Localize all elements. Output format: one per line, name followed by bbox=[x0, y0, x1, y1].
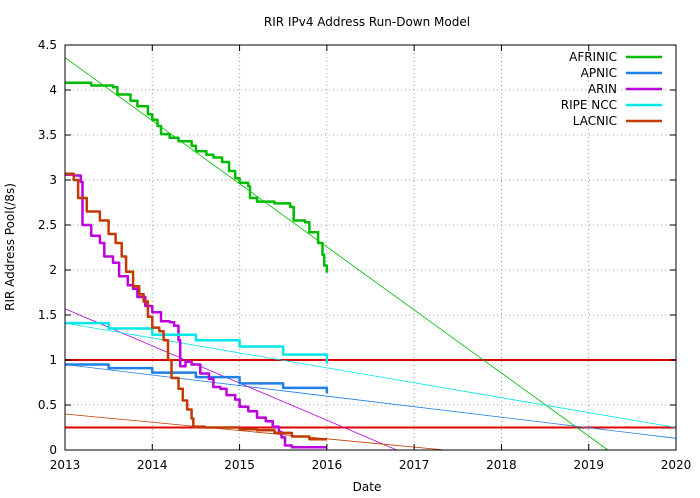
y-tick-label: 0.5 bbox=[38, 398, 57, 412]
y-tick-label: 0 bbox=[49, 443, 57, 457]
apnic-trend-line bbox=[64, 364, 677, 439]
x-tick-label: 2014 bbox=[137, 458, 168, 472]
arin-series-line bbox=[65, 173, 327, 449]
y-tick-label: 3 bbox=[49, 173, 57, 187]
y-tick-label: 2 bbox=[49, 263, 57, 277]
legend-label-apnic: APNIC bbox=[581, 66, 617, 80]
afrinic-series-line bbox=[65, 81, 329, 273]
y-tick-label: 4.5 bbox=[38, 38, 57, 52]
chart-title: RIR IPv4 Address Run-Down Model bbox=[264, 15, 470, 29]
x-tick-label: 2016 bbox=[312, 458, 343, 472]
legend-label-afrinic: AFRINIC bbox=[569, 50, 617, 64]
x-axis-label: Date bbox=[353, 480, 382, 494]
afrinic-trend-line bbox=[64, 57, 609, 451]
threshold-lines bbox=[65, 359, 676, 429]
y-tick-label: 4 bbox=[49, 83, 57, 97]
y-axis-ticks: 0 0.5 1 1.5 2 2.5 3 3.5 4 4.5 bbox=[38, 38, 676, 457]
y-tick-label: 1 bbox=[49, 353, 57, 367]
ripe-ncc-series-line bbox=[65, 321, 329, 364]
lacnic-series-line bbox=[65, 172, 327, 441]
legend-label-lacnic: LACNIC bbox=[573, 114, 617, 128]
x-tick-label: 2013 bbox=[50, 458, 81, 472]
lacnic-trend-line bbox=[64, 413, 445, 451]
legend: AFRINIC APNIC ARIN RIPE NCC LACNIC bbox=[561, 50, 662, 128]
y-tick-label: 1.5 bbox=[38, 308, 57, 322]
x-tick-label: 2015 bbox=[224, 458, 255, 472]
legend-label-ripe-ncc: RIPE NCC bbox=[561, 98, 617, 112]
legend-label-arin: ARIN bbox=[588, 82, 617, 96]
y-tick-label: 2.5 bbox=[38, 218, 57, 232]
x-tick-label: 2018 bbox=[486, 458, 517, 472]
x-tick-label: 2019 bbox=[573, 458, 604, 472]
x-tick-label: 2020 bbox=[661, 458, 692, 472]
x-tick-label: 2017 bbox=[399, 458, 430, 472]
data-series bbox=[65, 81, 329, 449]
apnic-series-line bbox=[65, 363, 329, 394]
x-axis-ticks: 2013 2014 2015 2016 2017 2018 2019 2020 bbox=[50, 45, 692, 472]
plot-frame bbox=[64, 44, 677, 451]
y-tick-label: 3.5 bbox=[38, 128, 57, 142]
arin-trend-line bbox=[64, 308, 397, 451]
y-axis-label: RIR Address Pool(/8s) bbox=[3, 183, 17, 311]
